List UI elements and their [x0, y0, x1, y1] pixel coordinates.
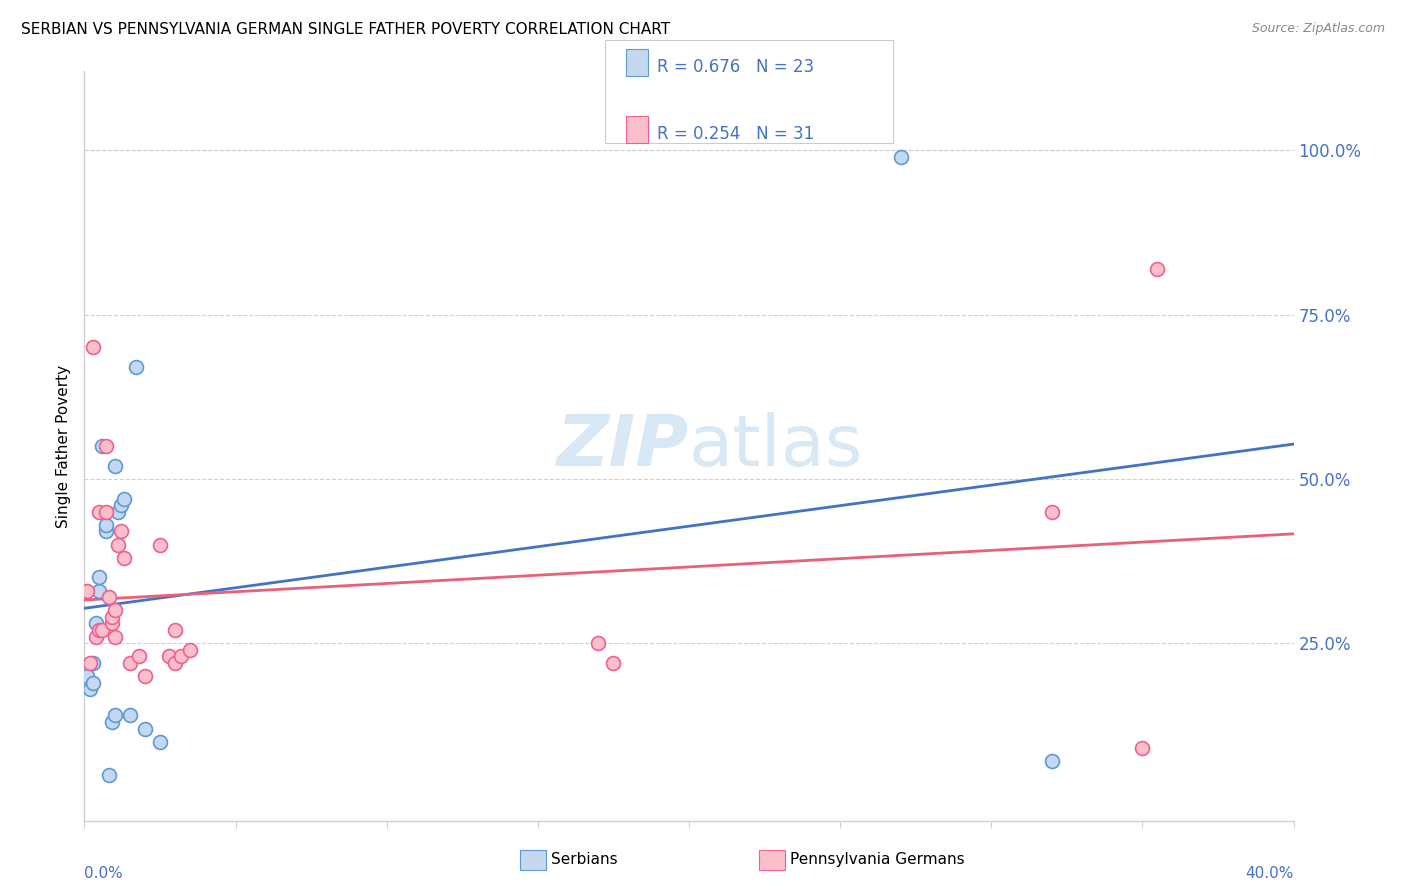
Point [89, 623, 111, 637]
Point [149, 538, 172, 552]
Point [89, 583, 111, 598]
Text: Source: ZipAtlas.com: Source: ZipAtlas.com [1251, 22, 1385, 36]
Point [89, 505, 111, 519]
Point [94, 517, 117, 532]
Point [1146, 261, 1168, 276]
Point [157, 649, 180, 664]
Point [94, 524, 117, 539]
Point [588, 636, 610, 650]
Point [179, 642, 201, 657]
Text: SERBIAN VS PENNSYLVANIA GERMAN SINGLE FATHER POVERTY CORRELATION CHART: SERBIAN VS PENNSYLVANIA GERMAN SINGLE FA… [21, 22, 671, 37]
Point [890, 150, 912, 164]
Point [91, 439, 114, 453]
Point [76, 583, 98, 598]
Point [82, 656, 104, 670]
Point [86, 630, 108, 644]
Text: R = 0.676   N = 23: R = 0.676 N = 23 [657, 58, 814, 76]
Text: 40.0%: 40.0% [1246, 865, 1294, 880]
Text: R = 0.254   N = 31: R = 0.254 N = 31 [657, 125, 814, 143]
Point [82, 675, 104, 690]
Point [165, 623, 187, 637]
Point [107, 538, 129, 552]
Text: ZIP: ZIP [557, 411, 689, 481]
Point [165, 656, 187, 670]
Point [125, 360, 148, 375]
Point [104, 708, 127, 723]
Point [86, 616, 108, 631]
Point [89, 570, 111, 584]
Point [100, 610, 122, 624]
Point [149, 735, 172, 749]
Point [134, 669, 156, 683]
Point [107, 505, 129, 519]
Point [1040, 755, 1063, 769]
Text: atlas: atlas [689, 411, 863, 481]
Point [76, 669, 98, 683]
Point [1130, 741, 1153, 756]
Point [602, 656, 624, 670]
Point [110, 498, 132, 512]
Point [100, 714, 122, 729]
Point [170, 649, 193, 664]
Point [79, 656, 101, 670]
Point [112, 491, 135, 506]
Point [110, 524, 132, 539]
Point [118, 656, 141, 670]
Point [94, 505, 117, 519]
Point [97, 590, 120, 604]
Point [91, 623, 114, 637]
Y-axis label: Single Father Poverty: Single Father Poverty [56, 365, 72, 527]
Point [128, 649, 150, 664]
Text: Pennsylvania Germans: Pennsylvania Germans [790, 853, 965, 867]
Point [1040, 505, 1063, 519]
Point [94, 439, 117, 453]
Point [134, 722, 156, 736]
Text: 0.0%: 0.0% [84, 865, 124, 880]
Point [79, 682, 101, 697]
Text: Serbians: Serbians [551, 853, 617, 867]
Point [104, 458, 127, 473]
Point [97, 767, 120, 781]
Point [100, 616, 122, 631]
Point [104, 603, 127, 617]
Point [104, 630, 127, 644]
Point [112, 550, 135, 565]
Point [118, 708, 141, 723]
Point [82, 340, 104, 354]
